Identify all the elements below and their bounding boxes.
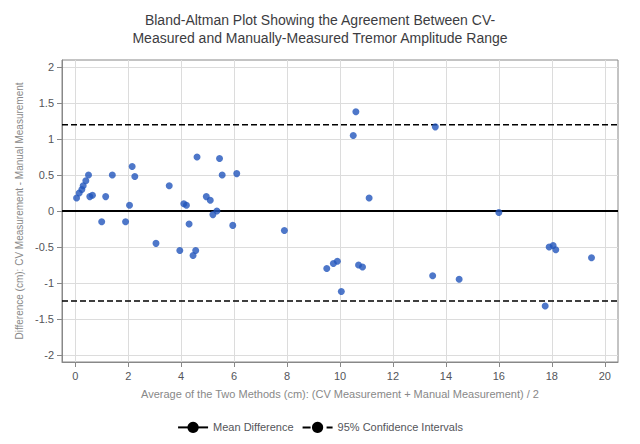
svg-text:-1.5: -1.5 — [35, 313, 54, 325]
svg-text:18: 18 — [546, 370, 558, 382]
svg-text:6: 6 — [231, 370, 237, 382]
svg-text:Bland-Altman Plot Showing the: Bland-Altman Plot Showing the Agreement … — [145, 12, 496, 28]
svg-text:16: 16 — [493, 370, 505, 382]
svg-text:1.5: 1.5 — [39, 97, 54, 109]
svg-text:0.5: 0.5 — [39, 169, 54, 181]
svg-text:14: 14 — [440, 370, 452, 382]
svg-text:8: 8 — [284, 370, 290, 382]
svg-text:12: 12 — [387, 370, 399, 382]
svg-text:1: 1 — [48, 133, 54, 145]
svg-text:Difference (cm): CV Measuremen: Difference (cm): CV Measurement - Manual… — [14, 82, 25, 339]
svg-text:20: 20 — [599, 370, 611, 382]
svg-text:95% Confidence Intervals: 95% Confidence Intervals — [338, 421, 464, 433]
svg-text:0: 0 — [72, 370, 78, 382]
svg-text:4: 4 — [178, 370, 184, 382]
svg-text:Mean Difference: Mean Difference — [213, 421, 294, 433]
svg-text:Average of the Two Methods (cm: Average of the Two Methods (cm): (CV Mea… — [141, 388, 539, 400]
svg-text:0: 0 — [48, 205, 54, 217]
svg-text:-2: -2 — [44, 349, 54, 361]
svg-text:-1: -1 — [44, 277, 54, 289]
svg-text:2: 2 — [48, 61, 54, 73]
svg-text:Measured and Manually-Measured: Measured and Manually-Measured Tremor Am… — [132, 30, 507, 46]
svg-text:2: 2 — [125, 370, 131, 382]
svg-text:-0.5: -0.5 — [35, 241, 54, 253]
svg-text:10: 10 — [334, 370, 346, 382]
